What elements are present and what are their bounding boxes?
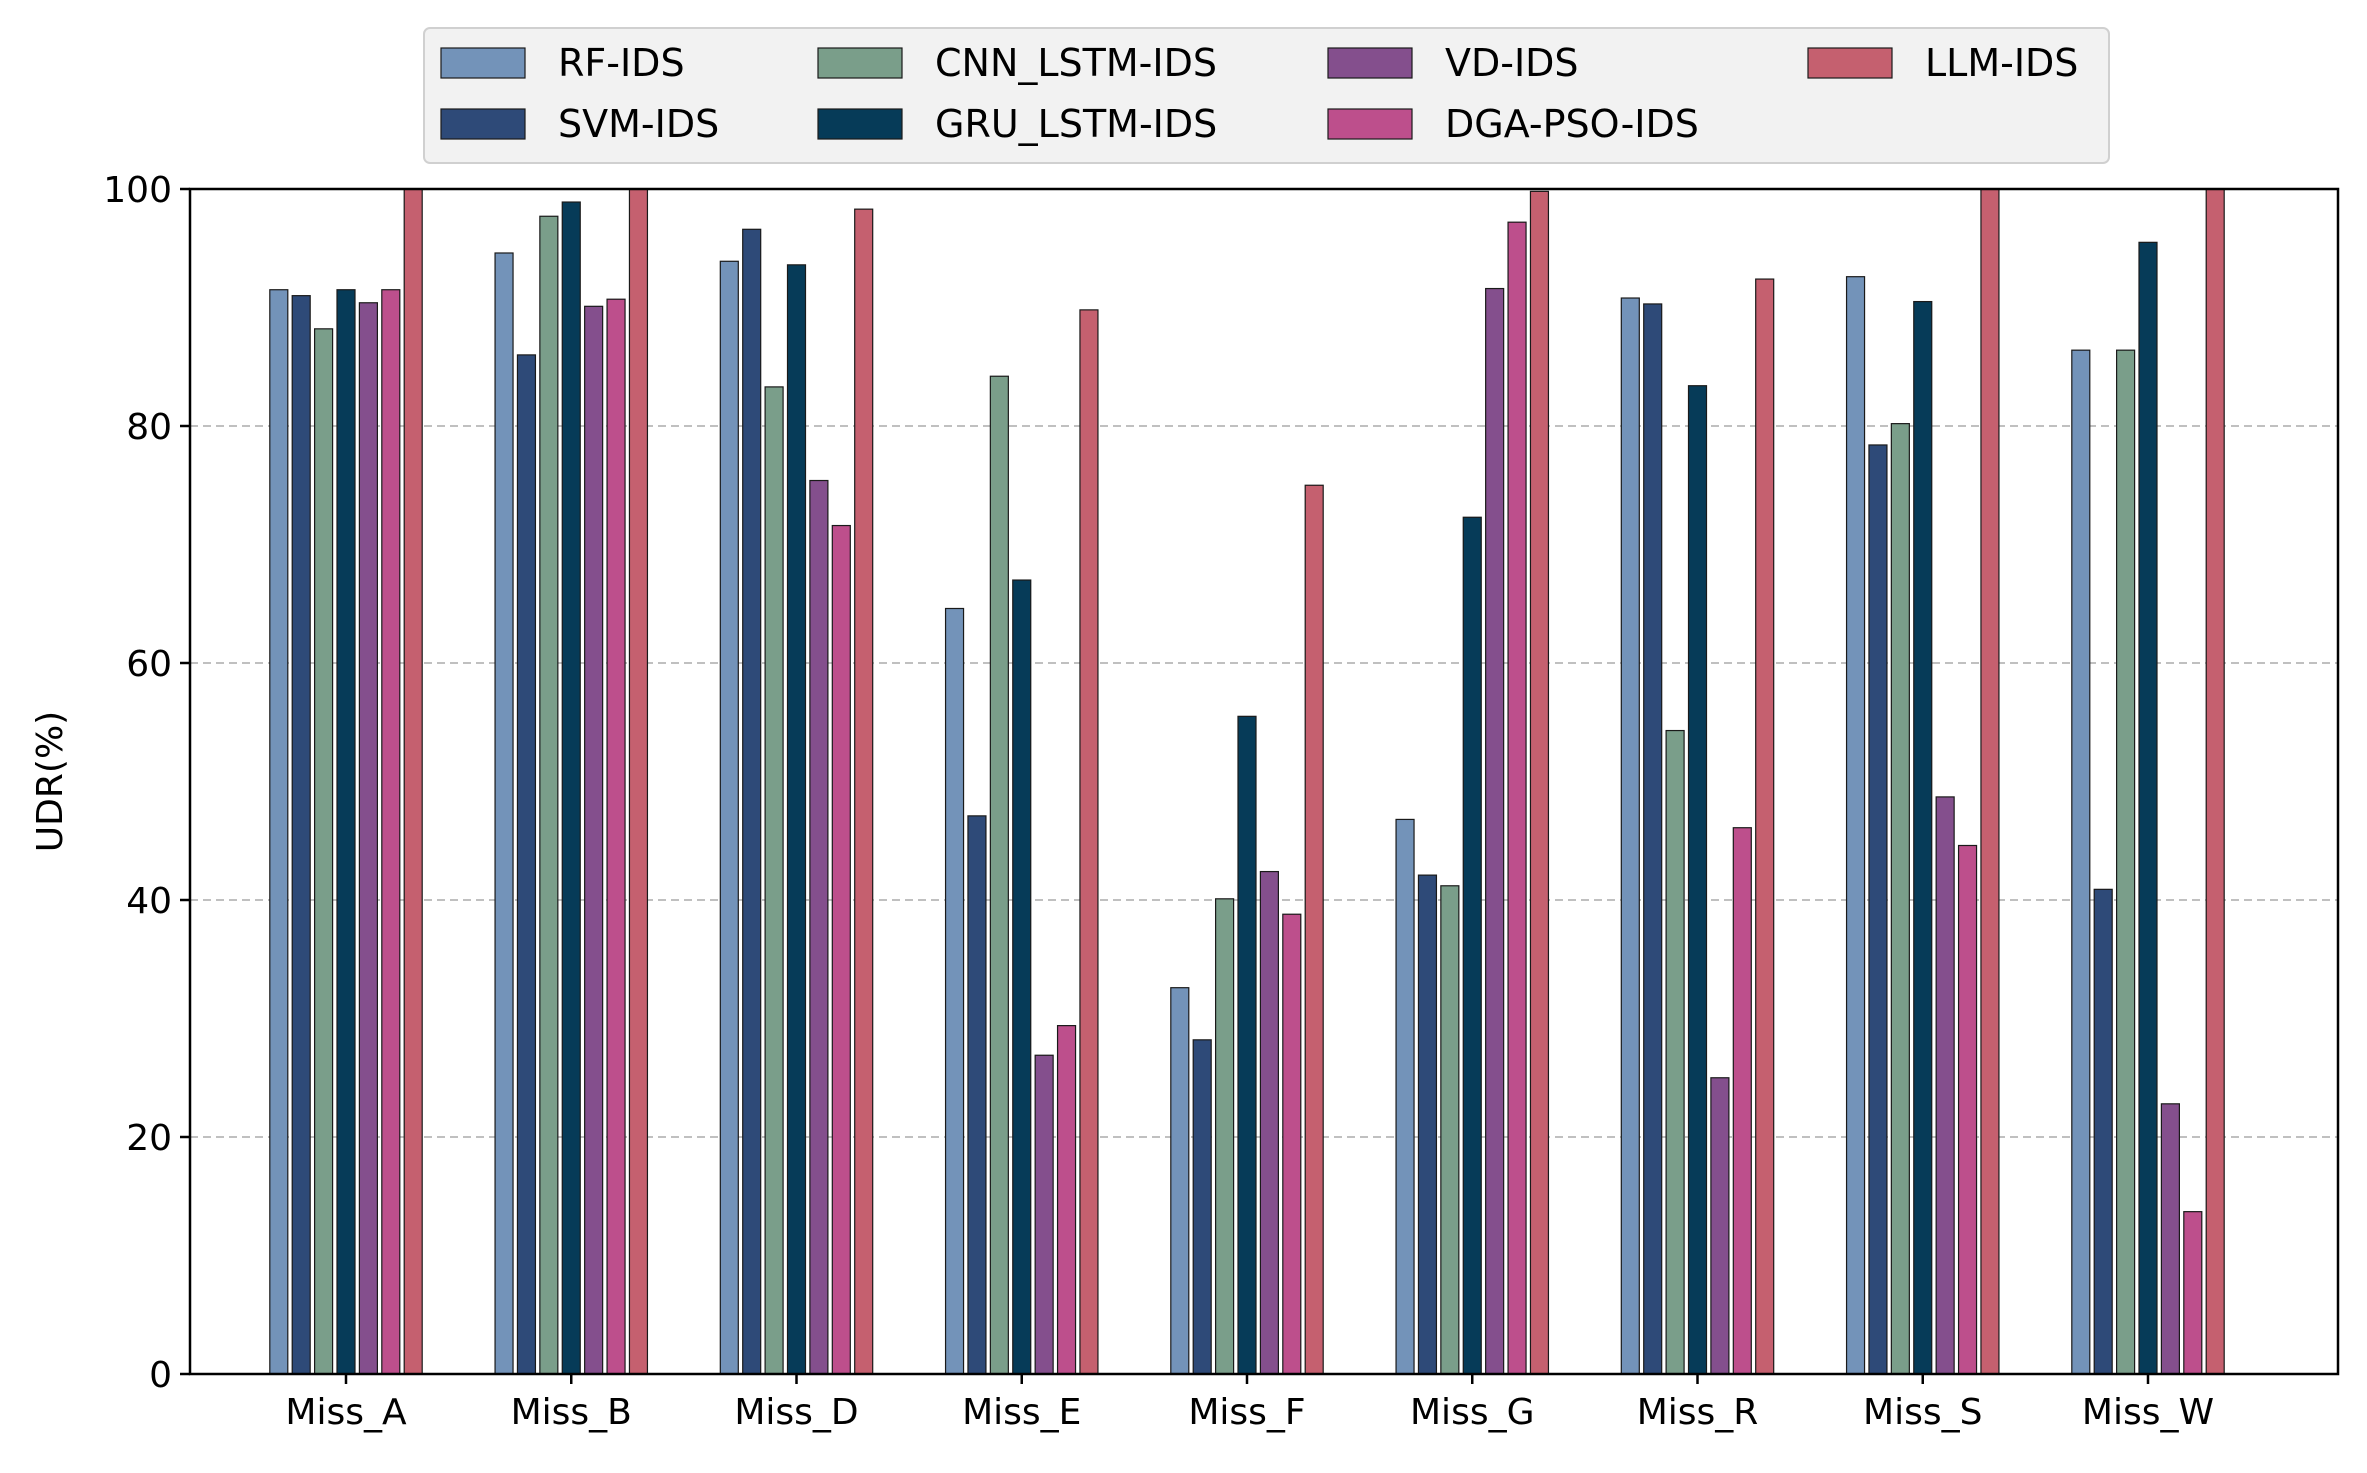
- legend-label: VD-IDS: [1445, 41, 1579, 85]
- bar-cnn-lstm-ids-miss-g: [1440, 885, 1460, 1375]
- x-tick-label: Miss_A: [285, 1392, 407, 1433]
- bar-svm-ids-miss-w: [2093, 888, 2113, 1375]
- bar-gru-lstm-ids-miss-b: [561, 201, 581, 1375]
- bar-rf-ids-miss-d: [719, 260, 739, 1375]
- bar-cnn-lstm-ids-miss-d: [764, 386, 784, 1375]
- x-tick-label: Miss_F: [1188, 1392, 1305, 1433]
- x-axis: Miss_A Miss_B Miss_D Miss_E Miss_F Miss_G Miss…: [285, 1374, 2214, 1433]
- y-axis-label: UDR(%): [30, 711, 71, 852]
- bar-svm-ids-miss-e: [967, 815, 987, 1375]
- y-tick-label: 100: [103, 170, 172, 211]
- bar-svm-ids-miss-b: [516, 354, 537, 1375]
- bar-llm-ids-miss-b: [628, 188, 649, 1375]
- legend-label: DGA-PSO-IDS: [1445, 102, 1699, 146]
- bar-rf-ids-miss-a: [269, 289, 289, 1375]
- bar-gru-lstm-ids-miss-d: [786, 264, 807, 1375]
- bar-gru-lstm-ids-miss-s: [1913, 300, 1933, 1375]
- bar-dga-pso-ids-miss-w: [2183, 1211, 2203, 1375]
- bar-vd-ids-miss-d: [809, 479, 829, 1375]
- bar-cnn-lstm-ids-miss-r: [1665, 729, 1685, 1375]
- bar-svm-ids-miss-f: [1192, 1039, 1212, 1375]
- bar-cnn-lstm-ids-miss-a: [314, 328, 334, 1375]
- legend: RF-IDS SVM-IDS CNN_LSTM-IDS GRU_LSTM-IDS VD-…: [423, 27, 2110, 164]
- bar-rf-ids-miss-w: [2071, 349, 2091, 1375]
- y-tick-label: 60: [126, 644, 172, 685]
- bar-svm-ids-miss-s: [1868, 444, 1888, 1375]
- bar-dga-pso-ids-miss-s: [1957, 844, 1978, 1375]
- bar-gru-lstm-ids-miss-f: [1237, 715, 1257, 1375]
- y-tick-label: 40: [126, 881, 172, 922]
- bar-dga-pso-ids-miss-e: [1056, 1025, 1077, 1375]
- x-tick-label: Miss_D: [734, 1392, 858, 1433]
- legend-swatch: [1327, 108, 1413, 140]
- bar-vd-ids-miss-b: [584, 305, 604, 1375]
- y-tick-label: 20: [126, 1118, 172, 1159]
- bar-vd-ids-miss-a: [358, 302, 378, 1375]
- bar-llm-ids-miss-s: [1980, 188, 2000, 1375]
- legend-label: GRU_LSTM-IDS: [935, 102, 1217, 146]
- legend-label: LLM-IDS: [1925, 41, 2078, 85]
- legend-swatch: [817, 47, 903, 79]
- bar-dga-pso-ids-miss-g: [1507, 221, 1527, 1375]
- bar-rf-ids-miss-r: [1620, 297, 1640, 1375]
- bar-llm-ids-miss-a: [403, 188, 423, 1375]
- x-tick-label: Miss_S: [1863, 1392, 1982, 1433]
- bar-cnn-lstm-ids-miss-e: [989, 375, 1009, 1375]
- bar-llm-ids-miss-g: [1529, 190, 1550, 1375]
- bar-dga-pso-ids-miss-r: [1732, 827, 1752, 1375]
- bar-cnn-lstm-ids-miss-b: [539, 215, 559, 1375]
- y-axis: 0 20 40 60 80 100: [103, 170, 190, 1396]
- legend-swatch: [440, 47, 526, 79]
- bar-rf-ids-miss-b: [494, 252, 514, 1375]
- bars-group: [269, 188, 2225, 1375]
- bar-svm-ids-miss-r: [1643, 303, 1663, 1375]
- bar-gru-lstm-ids-miss-r: [1687, 385, 1708, 1375]
- bar-llm-ids-miss-f: [1304, 484, 1324, 1375]
- bar-llm-ids-miss-d: [854, 208, 874, 1375]
- legend-swatch: [440, 108, 526, 140]
- bar-dga-pso-ids-miss-f: [1282, 913, 1302, 1375]
- bar-rf-ids-miss-f: [1170, 987, 1190, 1375]
- legend-label: SVM-IDS: [558, 102, 719, 146]
- bar-rf-ids-miss-s: [1845, 276, 1866, 1375]
- bar-dga-pso-ids-miss-a: [381, 289, 401, 1375]
- bar-cnn-lstm-ids-miss-w: [2116, 349, 2136, 1375]
- x-tick-label: Miss_G: [1410, 1392, 1534, 1433]
- legend-label: CNN_LSTM-IDS: [935, 41, 1217, 85]
- y-tick-label: 0: [149, 1355, 172, 1396]
- bar-dga-pso-ids-miss-b: [606, 298, 626, 1375]
- bar-gru-lstm-ids-miss-g: [1462, 516, 1482, 1375]
- x-tick-label: Miss_E: [962, 1392, 1081, 1433]
- bar-llm-ids-miss-e: [1079, 309, 1099, 1375]
- legend-label: RF-IDS: [558, 41, 685, 85]
- x-tick-label: Miss_R: [1637, 1392, 1759, 1433]
- bar-cnn-lstm-ids-miss-f: [1214, 898, 1235, 1375]
- bar-gru-lstm-ids-miss-w: [2138, 241, 2158, 1375]
- bar-gru-lstm-ids-miss-e: [1012, 579, 1032, 1375]
- y-tick-label: 80: [126, 407, 172, 448]
- x-tick-label: Miss_B: [511, 1392, 632, 1433]
- bar-svm-ids-miss-g: [1417, 874, 1438, 1375]
- legend-swatch: [817, 108, 903, 140]
- bar-dga-pso-ids-miss-d: [831, 524, 851, 1375]
- bar-vd-ids-miss-f: [1259, 870, 1280, 1375]
- bar-vd-ids-miss-e: [1034, 1054, 1054, 1375]
- bar-llm-ids-miss-w: [2205, 188, 2225, 1375]
- bar-svm-ids-miss-d: [742, 228, 762, 1375]
- bar-svm-ids-miss-a: [291, 295, 311, 1375]
- bar-vd-ids-miss-g: [1485, 287, 1505, 1375]
- bar-rf-ids-miss-e: [944, 607, 965, 1375]
- bar-vd-ids-miss-w: [2160, 1103, 2180, 1375]
- x-tick-label: Miss_W: [2082, 1392, 2214, 1433]
- bar-llm-ids-miss-r: [1755, 278, 1775, 1375]
- plot-area-frame: [188, 187, 2340, 1376]
- bar-cnn-lstm-ids-miss-s: [1890, 423, 1910, 1375]
- legend-swatch: [1807, 47, 1893, 79]
- bar-vd-ids-miss-r: [1710, 1077, 1730, 1375]
- bar-gru-lstm-ids-miss-a: [336, 289, 356, 1375]
- legend-swatch: [1327, 47, 1413, 79]
- bar-rf-ids-miss-g: [1395, 818, 1415, 1375]
- bar-vd-ids-miss-s: [1935, 796, 1955, 1375]
